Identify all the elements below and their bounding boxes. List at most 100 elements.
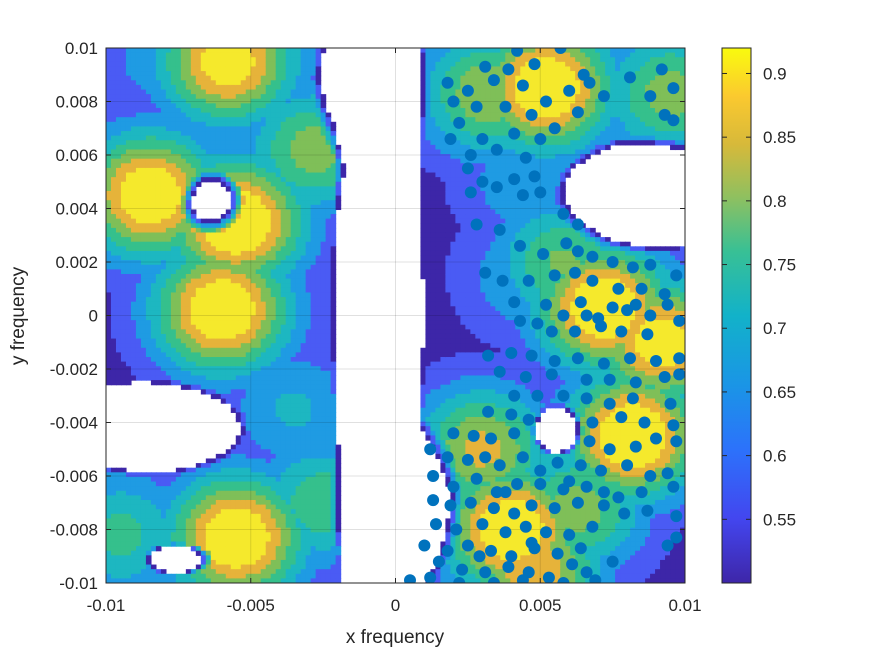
contour-cell: [270, 463, 277, 469]
contour-cell: [145, 177, 152, 183]
contour-cell: [305, 126, 312, 132]
contour-cell: [106, 499, 112, 506]
contour-cell: [110, 154, 117, 160]
contour-cell: [230, 453, 237, 460]
contour-cell: [235, 181, 242, 187]
contour-cell: [255, 375, 262, 381]
contour-cell: [315, 569, 322, 575]
contour-cell: [155, 472, 162, 478]
contour-cell: [170, 292, 177, 298]
contour-cell: [175, 347, 182, 353]
contour-cell: [175, 154, 182, 160]
contour-cell: [425, 144, 432, 151]
contour-cell: [140, 310, 147, 317]
contour-cell: [275, 407, 282, 413]
contour-cell: [325, 117, 332, 123]
contour-cell: [195, 177, 202, 183]
contour-cell: [125, 237, 132, 243]
contour-cell: [305, 573, 312, 579]
contour-cell: [190, 223, 197, 229]
contour-cell: [145, 223, 152, 229]
contour-cell: [335, 167, 342, 174]
contour-cell: [265, 144, 272, 151]
contour-cell: [310, 315, 317, 321]
contour-cell: [220, 214, 227, 220]
contour-cell: [225, 569, 232, 575]
contour-cell: [270, 112, 277, 118]
contour-cell: [106, 564, 112, 570]
contour-cell: [305, 84, 312, 91]
contour-cell: [255, 352, 262, 358]
contour-cell: [260, 398, 267, 404]
contour-cell: [165, 121, 172, 127]
contour-cell: [120, 246, 127, 252]
contour-cell: [275, 112, 282, 118]
contour-cell: [225, 241, 232, 247]
contour-cell: [290, 158, 297, 164]
contour-cell: [215, 167, 222, 174]
contour-cell: [200, 541, 207, 547]
contour-cell: [230, 578, 237, 583]
contour-cell: [130, 218, 137, 224]
contour-cell: [285, 241, 292, 247]
contour-cell: [310, 237, 317, 243]
contour-cell: [235, 490, 242, 496]
contour-cell: [335, 467, 342, 473]
contour-cell: [275, 403, 282, 409]
contour-cell: [330, 472, 337, 478]
contour-cell: [300, 555, 307, 561]
contour-cell: [180, 264, 187, 270]
contour-cell: [225, 495, 232, 501]
contour-cell: [205, 333, 212, 340]
contour-cell: [245, 301, 252, 307]
contour-cell: [195, 80, 202, 86]
contour-cell: [290, 135, 297, 141]
contour-cell: [106, 107, 112, 114]
contour-cell: [325, 463, 332, 469]
contour-cell: [260, 564, 267, 570]
contour-cell: [115, 333, 122, 340]
contour-cell: [335, 472, 342, 478]
contour-cell: [130, 181, 137, 187]
contour-cell: [320, 324, 327, 330]
contour-cell: [140, 260, 147, 266]
contour-cell: [150, 57, 157, 63]
contour-cell: [270, 476, 277, 483]
contour-cell: [275, 283, 282, 289]
contour-cell: [315, 107, 322, 114]
contour-cell: [230, 172, 237, 178]
contour-cell: [190, 264, 197, 270]
contour-cell: [205, 52, 212, 58]
contour-cell: [200, 287, 207, 294]
contour-cell: [215, 361, 222, 367]
contour-cell: [425, 380, 432, 386]
contour-cell: [330, 283, 337, 289]
contour-cell: [325, 287, 332, 294]
contour-cell: [200, 513, 207, 520]
contour-cell: [106, 490, 112, 496]
contour-cell: [150, 541, 157, 547]
contour-cell: [220, 149, 227, 155]
contour-cell: [330, 131, 337, 137]
contour-cell: [275, 232, 282, 238]
contour-cell: [265, 490, 272, 496]
contour-cell: [425, 412, 432, 418]
contour-cell: [300, 80, 307, 86]
contour-cell: [425, 204, 432, 211]
contour-cell: [245, 416, 252, 423]
contour-cell: [205, 177, 212, 183]
contour-cell: [175, 518, 182, 524]
contour-cell: [145, 80, 152, 86]
contour-cell: [330, 458, 337, 464]
contour-cell: [180, 260, 187, 266]
contour-cell: [210, 126, 217, 132]
contour-cell: [285, 264, 292, 270]
contour-cell: [235, 504, 242, 510]
contour-cell: [135, 158, 142, 164]
contour-cell: [295, 357, 302, 363]
contour-cell: [175, 237, 182, 243]
contour-cell: [190, 343, 197, 349]
contour-cell: [215, 98, 222, 104]
contour-cell: [255, 246, 262, 252]
contour-cell: [305, 163, 312, 169]
